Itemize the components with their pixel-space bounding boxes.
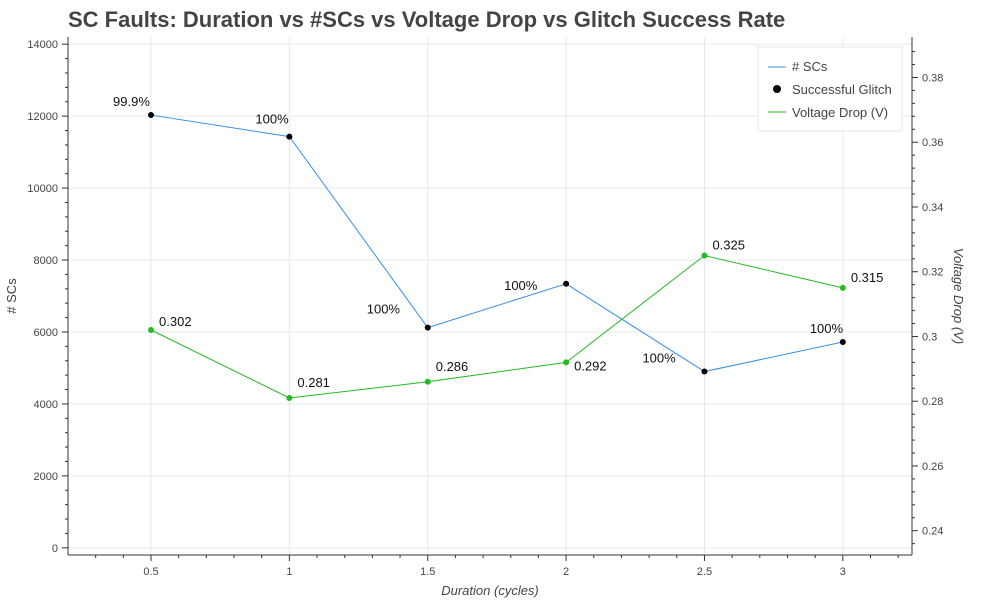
y-tick-label: 14000 bbox=[27, 39, 58, 51]
x-tick-label: 2 bbox=[563, 566, 569, 578]
glitch-rate-label: 99.9% bbox=[113, 94, 150, 109]
y-axis-label: # SCs bbox=[4, 278, 19, 314]
glitch-point bbox=[148, 112, 155, 119]
y2-tick-label: 0.34 bbox=[922, 202, 943, 214]
glitch-point bbox=[839, 339, 846, 346]
glitch-point bbox=[701, 368, 708, 375]
y-tick-label: 2000 bbox=[34, 471, 58, 483]
x-tick-label: 1.5 bbox=[420, 566, 435, 578]
y-tick-label: 4000 bbox=[34, 399, 58, 411]
glitch-rate-label: 100% bbox=[255, 112, 289, 127]
glitch-rate-label: 100% bbox=[367, 302, 401, 317]
y2-tick-label: 0.28 bbox=[922, 396, 943, 408]
axes: 0.5 1 1.5 2 2.5 3 0 2000 4000 6000 8000 10000 12000 1… bbox=[27, 37, 943, 578]
y-tick-label: 12000 bbox=[27, 111, 58, 123]
voltage-point bbox=[148, 326, 155, 333]
legend-voltage-label: Voltage Drop (V) bbox=[792, 105, 888, 120]
voltage-point bbox=[286, 394, 293, 401]
data-labels: 99.9% 100% 100% 100% 100% 100% 0.302 0.281 0.286… bbox=[113, 94, 883, 390]
series bbox=[148, 112, 846, 401]
legend-glitch-label: Successful Glitch bbox=[792, 82, 892, 97]
legend-scs-label: # SCs bbox=[792, 59, 828, 74]
glitch-point bbox=[286, 133, 293, 140]
voltage-point bbox=[424, 378, 431, 385]
voltage-value-label: 0.281 bbox=[297, 375, 330, 390]
glitch-point bbox=[563, 280, 570, 287]
y-tick-label: 0 bbox=[52, 543, 58, 555]
y-tick-label: 8000 bbox=[34, 255, 58, 267]
y2-tick-label: 0.3 bbox=[922, 331, 937, 343]
x-tick-label: 1 bbox=[286, 566, 292, 578]
voltage-value-label: 0.292 bbox=[574, 358, 607, 373]
voltage-series-line bbox=[150, 254, 843, 399]
legend: # SCs Successful Glitch Voltage Drop (V) bbox=[757, 46, 903, 132]
x-axis-label: Duration (cycles) bbox=[441, 583, 539, 598]
glitch-rate-label: 100% bbox=[642, 351, 676, 366]
voltage-value-label: 0.325 bbox=[712, 238, 745, 253]
y-tick-label: 6000 bbox=[34, 327, 58, 339]
x-tick-label: 0.5 bbox=[143, 566, 158, 578]
x-tick-label: 2.5 bbox=[697, 566, 712, 578]
legend-glitch-swatch bbox=[773, 85, 781, 93]
y2-tick-label: 0.32 bbox=[922, 267, 943, 279]
glitch-rate-label: 100% bbox=[504, 278, 538, 293]
y2-tick-label: 0.36 bbox=[922, 137, 943, 149]
voltage-value-label: 0.315 bbox=[851, 270, 884, 285]
scs-series-line bbox=[150, 114, 843, 373]
voltage-point bbox=[701, 252, 708, 259]
glitch-rate-label: 100% bbox=[810, 321, 844, 336]
voltage-value-label: 0.302 bbox=[159, 314, 192, 329]
chart-title: SC Faults: Duration vs #SCs vs Voltage D… bbox=[68, 7, 785, 32]
y2-tick-label: 0.26 bbox=[922, 461, 943, 473]
glitch-point bbox=[424, 324, 431, 331]
voltage-point bbox=[563, 359, 570, 366]
voltage-value-label: 0.286 bbox=[436, 359, 469, 374]
y2-axis-label: Voltage Drop (V) bbox=[951, 248, 966, 344]
legend-box bbox=[757, 46, 903, 132]
y-tick-label: 10000 bbox=[27, 183, 58, 195]
y2-tick-label: 0.24 bbox=[922, 526, 943, 538]
x-tick-label: 3 bbox=[840, 566, 846, 578]
voltage-point bbox=[839, 284, 846, 291]
y2-tick-label: 0.38 bbox=[922, 72, 943, 84]
